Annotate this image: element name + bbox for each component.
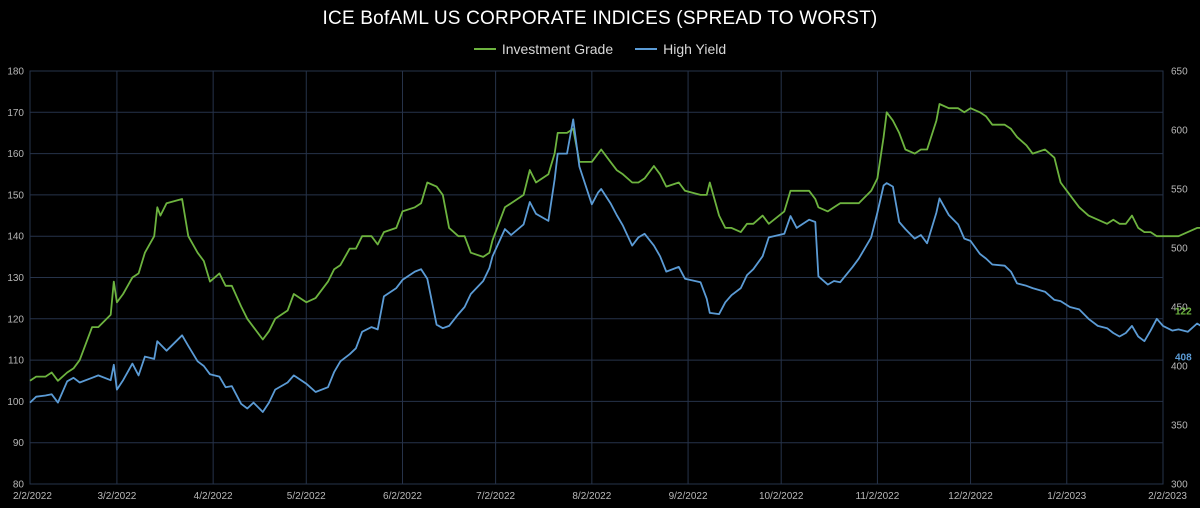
y-left-tick-label: 160 — [7, 149, 24, 160]
y-left-tick-label: 100 — [7, 397, 24, 408]
legend-swatch-high-yield — [635, 48, 658, 50]
x-tick-label: 10/2/2022 — [759, 491, 804, 502]
last-value-label-investment-grade: 122 — [1175, 307, 1192, 318]
x-tick-label: 7/2/2022 — [476, 491, 515, 502]
last-value-label-high-yield: 408 — [1175, 353, 1192, 364]
legend-item-investment-grade: Investment Grade — [473, 41, 614, 57]
x-tick-label: 5/2/2022 — [287, 491, 326, 502]
y-right-tick-label: 650 — [1171, 67, 1188, 78]
x-tick-label: 3/2/2022 — [97, 491, 136, 502]
x-tick-label: 9/2/2022 — [669, 491, 708, 502]
y-right-tick-label: 450 — [1171, 303, 1188, 314]
y-right-tick-label: 300 — [1171, 480, 1188, 491]
y-right-tick-label: 400 — [1171, 362, 1188, 373]
legend: Investment Grade High Yield — [0, 41, 1200, 57]
legend-swatch-investment-grade — [473, 48, 496, 50]
legend-label-investment-grade: Investment Grade — [501, 41, 614, 57]
y-right-tick-label: 550 — [1171, 185, 1188, 196]
x-tick-label: 2/2/2022 — [13, 491, 52, 502]
x-tick-label: 6/2/2022 — [383, 491, 422, 502]
chart-title: ICE BofAML US CORPORATE INDICES (SPREAD … — [322, 8, 878, 29]
y-right-tick-label: 350 — [1171, 421, 1188, 432]
x-tick-label: 1/2/2023 — [1047, 491, 1086, 502]
axis-layer: 80 90 100 110 120 130 140 150 160 170 180 300 350 400… — [7, 67, 1188, 503]
x-tick-label: 4/2/2022 — [194, 491, 233, 502]
y-left-tick-label: 80 — [13, 480, 25, 491]
y-left-tick-label: 130 — [7, 273, 24, 284]
y-left-tick-label: 170 — [7, 108, 24, 119]
x-tick-label: 12/2/2022 — [948, 491, 993, 502]
y-left-tick-label: 150 — [7, 190, 24, 201]
y-left-tick-label: 90 — [13, 438, 25, 449]
x-tick-label: 11/2/2022 — [856, 491, 900, 502]
series-layer — [29, 103, 1200, 413]
y-left-tick-label: 140 — [7, 232, 24, 243]
y-right-tick-label: 600 — [1171, 126, 1188, 137]
legend-item-high-yield: High Yield — [635, 41, 726, 57]
y-left-tick-label: 180 — [7, 67, 24, 78]
y-left-tick-label: 110 — [8, 356, 24, 367]
legend-label-high-yield: High Yield — [663, 41, 727, 57]
x-tick-label: 2/2/2023 — [1148, 491, 1187, 502]
series-line-high-yield — [29, 118, 1200, 413]
x-tick-label: 8/2/2022 — [572, 491, 611, 502]
y-right-tick-label: 500 — [1171, 244, 1188, 255]
grid-layer — [29, 70, 1164, 485]
series-line-investment-grade — [29, 103, 1200, 382]
y-left-tick-label: 120 — [7, 314, 24, 325]
label-layer: 122 408 — [1175, 307, 1192, 364]
